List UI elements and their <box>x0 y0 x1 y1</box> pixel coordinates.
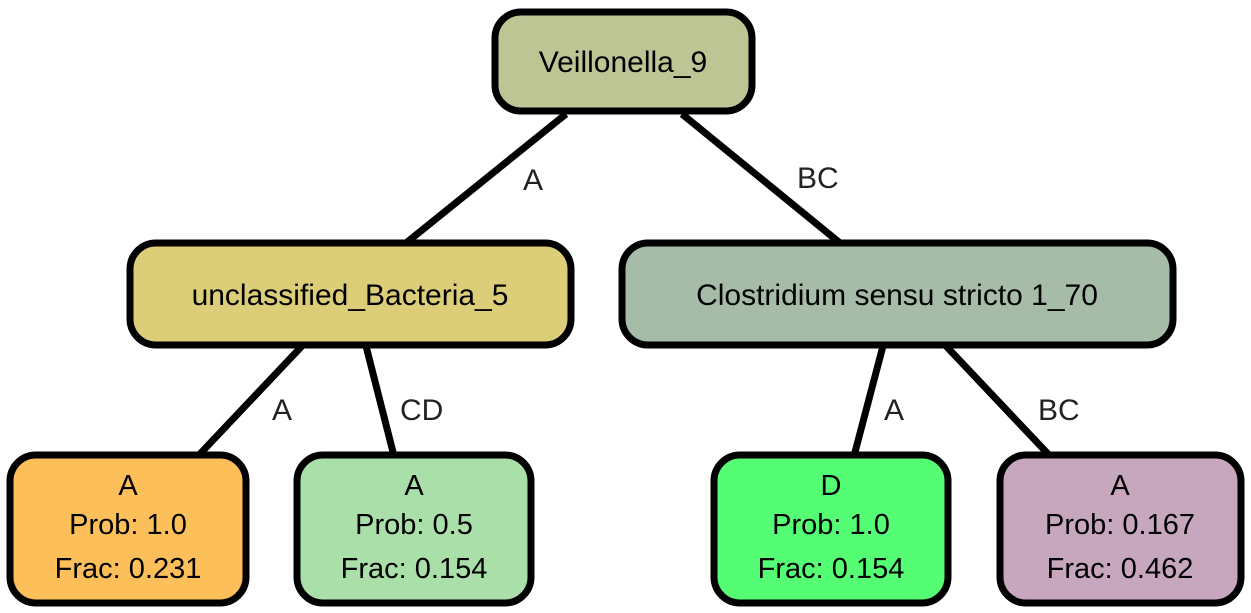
leaf-node-2-prob: Prob: 0.5 <box>355 509 473 541</box>
leaf-node-4-frac: Frac: 0.462 <box>1047 553 1194 585</box>
root-node: Veillonella_9 <box>491 8 756 115</box>
leaf-node-2-frac: Frac: 0.154 <box>341 553 488 585</box>
edge-label-left-leaf-2: CD <box>400 394 443 427</box>
left-node-label: unclassified_Bacteria_5 <box>192 279 509 312</box>
edge-label-right-leaf-4: BC <box>1038 394 1080 427</box>
leaf-node-3-prob: Prob: 1.0 <box>772 509 890 541</box>
left-node: unclassified_Bacteria_5 <box>126 239 575 349</box>
edge-label-root-right: BC <box>797 162 839 195</box>
leaf-node-1-frac: Frac: 0.231 <box>55 553 202 585</box>
leaf-node-3: D Prob: 1.0 Frac: 0.154 <box>710 451 952 607</box>
root-node-label: Veillonella_9 <box>539 46 707 79</box>
left-node-box <box>126 239 575 349</box>
leaf-node-3-frac: Frac: 0.154 <box>758 553 905 585</box>
root-node-box <box>491 8 756 115</box>
edge-right-to-leaf-3 <box>850 345 887 457</box>
leaf-node-3-box <box>710 451 952 607</box>
leaf-node-3-class: D <box>821 470 842 502</box>
edge-left-to-leaf-1 <box>195 343 305 459</box>
edge-label-root-left: A <box>523 164 543 197</box>
leaf-node-1-class: A <box>118 470 138 502</box>
edge-right-to-leaf-4 <box>943 343 1053 459</box>
edge-label-left-leaf-1: A <box>272 394 292 427</box>
edges <box>195 111 1053 459</box>
leaf-node-4-box <box>996 451 1245 607</box>
leaf-node-2-class: A <box>404 470 424 502</box>
right-node-box <box>618 239 1177 349</box>
leaf-node-4: A Prob: 0.167 Frac: 0.462 <box>996 451 1245 607</box>
edge-labels: A BC A CD A BC <box>272 162 1080 427</box>
leaf-node-4-class: A <box>1110 470 1130 502</box>
right-node: Clostridium sensu stricto 1_70 <box>618 239 1177 349</box>
leaf-node-4-prob: Prob: 0.167 <box>1045 509 1195 541</box>
leaf-node-1: A Prob: 1.0 Frac: 0.231 <box>6 451 250 607</box>
right-node-label: Clostridium sensu stricto 1_70 <box>696 279 1098 312</box>
leaf-node-2-box <box>293 451 535 607</box>
leaf-node-2: A Prob: 0.5 Frac: 0.154 <box>293 451 535 607</box>
leaf-node-1-prob: Prob: 1.0 <box>69 509 187 541</box>
leaf-node-1-box <box>6 451 250 607</box>
edge-root-to-right <box>679 111 843 246</box>
edge-label-right-leaf-3: A <box>884 394 904 427</box>
edge-root-to-left <box>403 111 569 246</box>
edge-left-to-leaf-2 <box>362 345 398 457</box>
